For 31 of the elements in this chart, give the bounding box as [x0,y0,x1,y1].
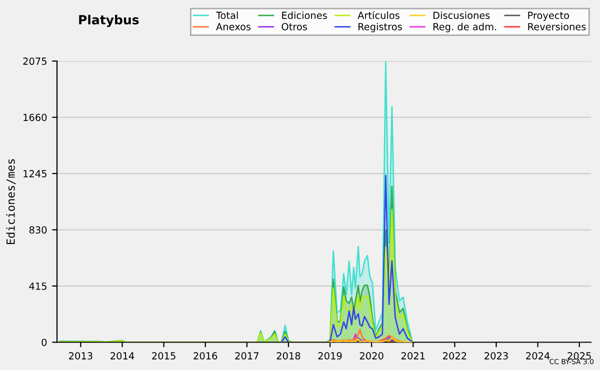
y-tick-label: 1660 [24,114,47,122]
x-tick-label: 2014 [110,352,134,360]
y-axis-title: Ediciones/mes [6,159,16,244]
legend-label: Ediciones [282,11,327,20]
x-tick-label: 2024 [526,352,550,360]
x-tick-label: 2015 [152,352,176,360]
legend-label: Total [216,11,238,20]
legend-label: Registros [358,22,402,32]
chart-title: Platybus [79,14,139,27]
x-tick-label: 2016 [194,352,218,360]
y-tick-label: 0 [42,338,47,346]
y-tick-label: 2075 [23,58,46,65]
y-tick-label: 830 [29,226,47,234]
y-tick-label: 415 [29,282,46,290]
x-tick-label: 2020 [360,352,384,360]
y-tick-label: 1245 [24,170,46,178]
legend-label: Proyecto [528,12,569,21]
legend-label: Anexos [216,23,251,30]
x-tick-label: 2017 [235,352,258,360]
x-tick-label: 2019 [318,352,342,360]
x-tick-label: 2018 [276,352,300,360]
x-tick-label: 2023 [484,352,508,360]
x-tick-label: 2025 [568,352,591,360]
x-tick-label: 2013 [69,352,92,360]
legend-label: Reversiones [528,22,586,30]
legend-label: Reg. de adm. [433,22,496,32]
x-tick-label: 2022 [443,352,466,360]
legend-label: Artículos [358,11,400,20]
legend-label: Otros [282,23,307,30]
legend-label: Discusiones [433,11,490,20]
x-tick-label: 2021 [401,352,425,360]
